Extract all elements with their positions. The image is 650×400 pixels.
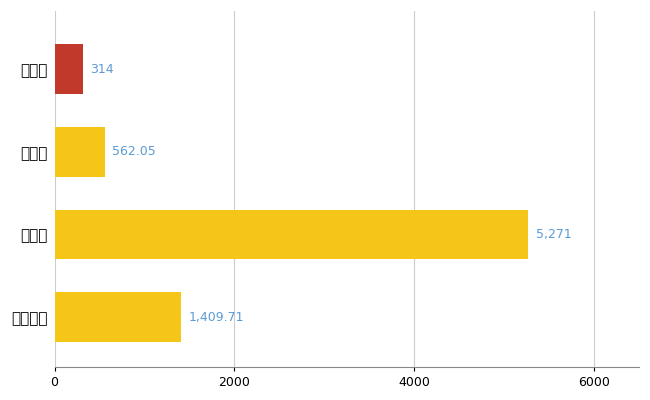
Text: 5,271: 5,271 bbox=[536, 228, 571, 241]
Bar bbox=[55, 127, 105, 176]
Bar bbox=[55, 292, 181, 342]
Bar bbox=[55, 210, 528, 259]
Text: 314: 314 bbox=[90, 62, 114, 76]
Bar bbox=[55, 44, 83, 94]
Text: 562.05: 562.05 bbox=[112, 145, 156, 158]
Text: 1,409.71: 1,409.71 bbox=[188, 311, 244, 324]
